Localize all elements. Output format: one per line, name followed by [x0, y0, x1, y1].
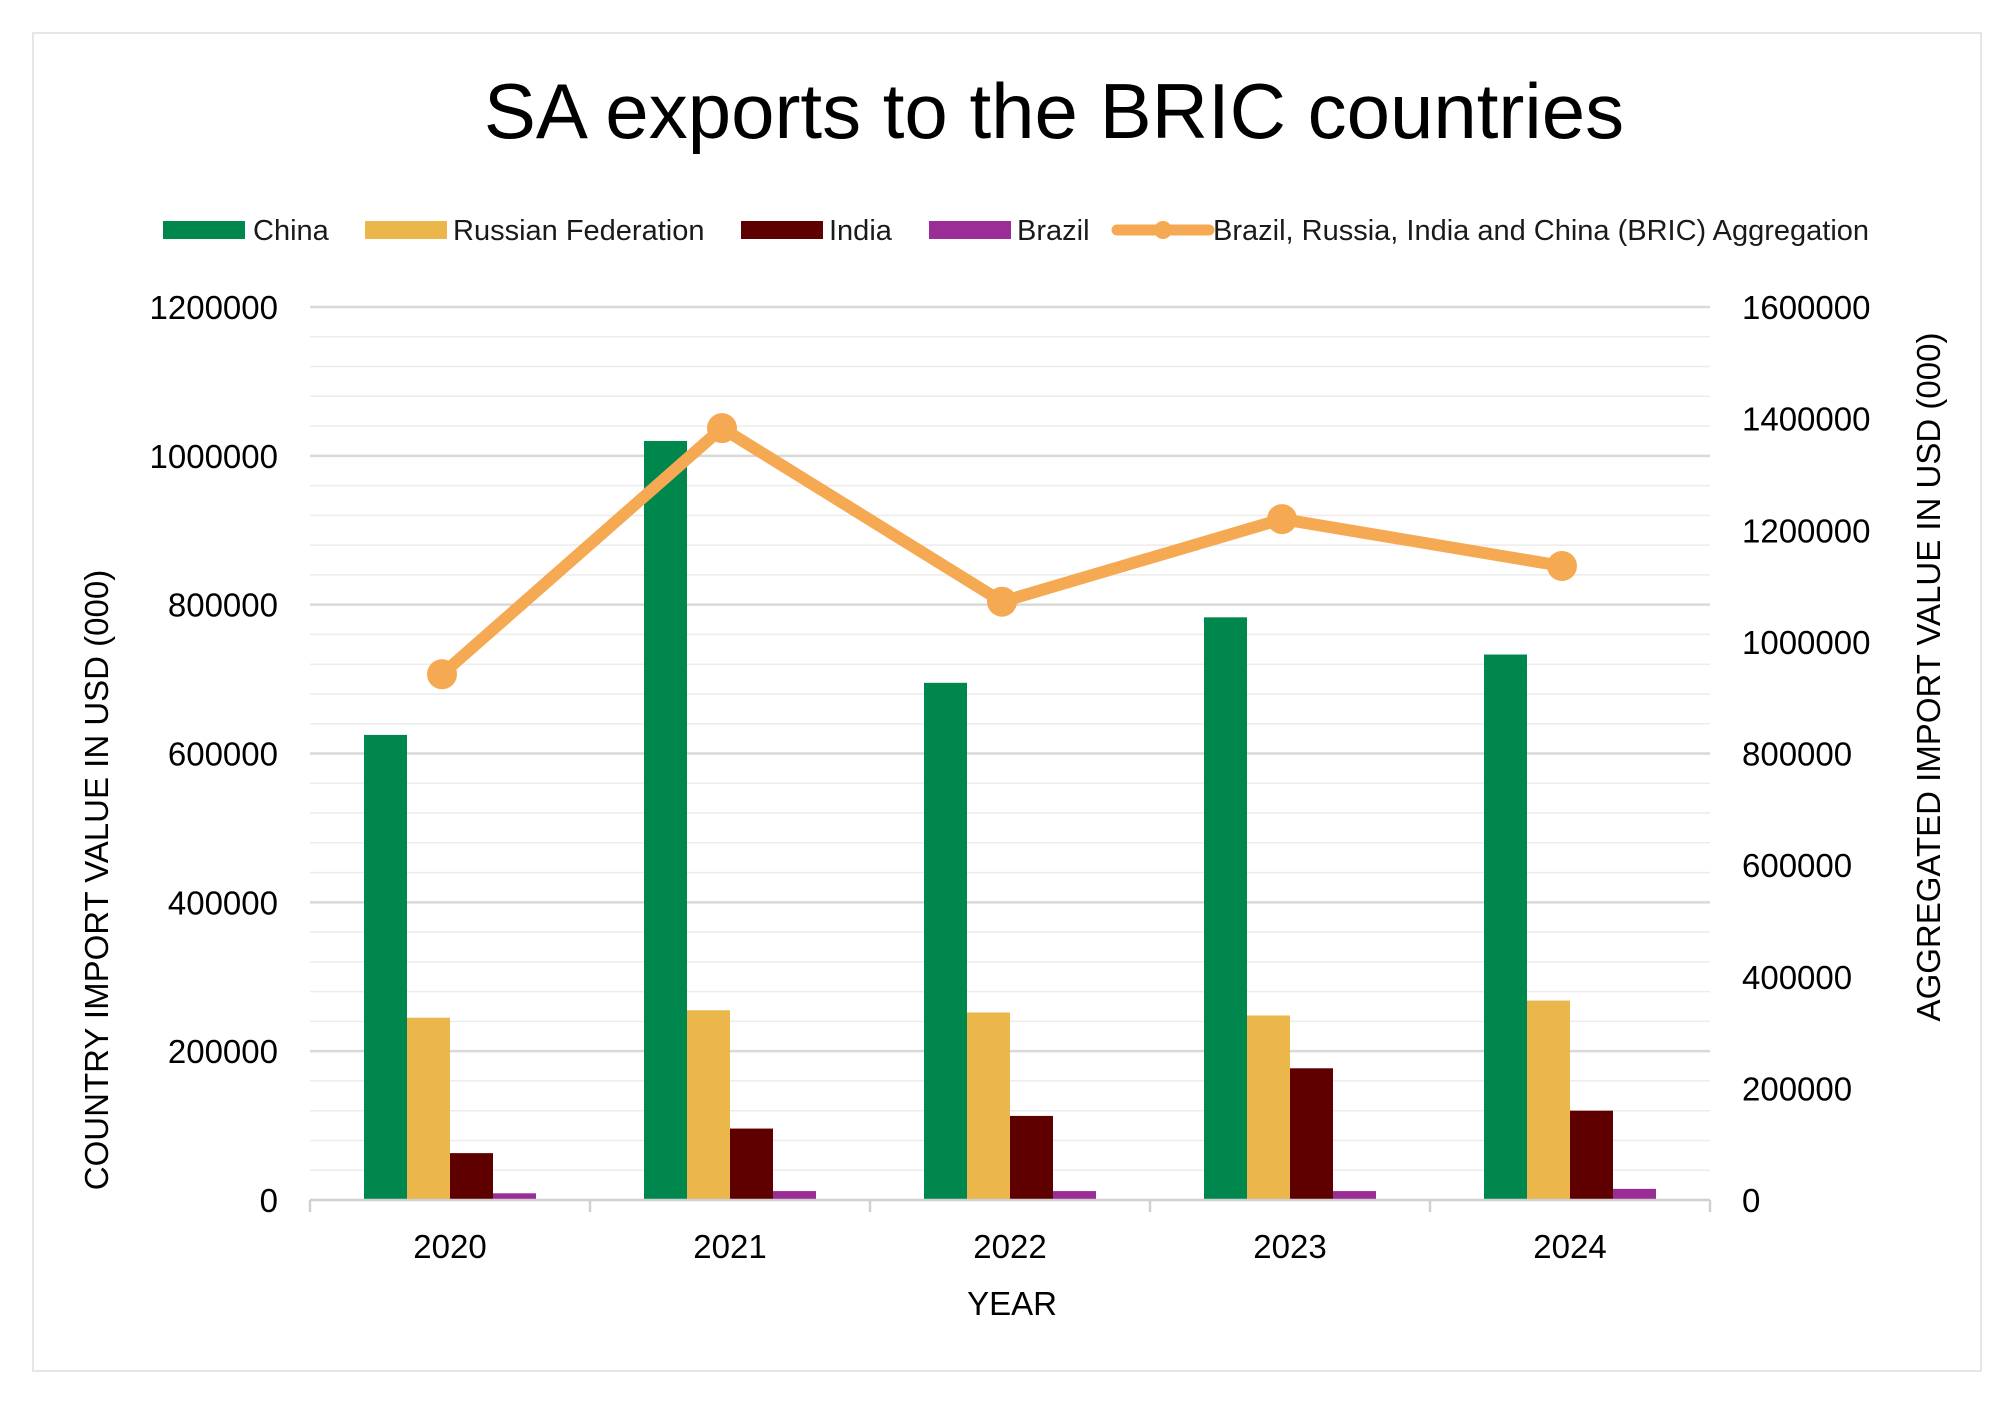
aggregation-point — [707, 413, 737, 444]
x-axis-title: YEAR — [967, 1285, 1057, 1322]
legend-swatch — [929, 221, 1011, 239]
aggregation-point — [987, 586, 1017, 617]
aggregation-point — [427, 659, 457, 690]
y-tick-label: 600000 — [168, 736, 278, 773]
gridlines — [310, 305, 1710, 1171]
x-tick-label: 2020 — [413, 1228, 486, 1265]
bar-brazil — [1333, 1191, 1376, 1200]
x-tick-label: 2021 — [693, 1228, 766, 1265]
y-tick-label: 200000 — [168, 1033, 278, 1070]
y-tick-label: 400000 — [168, 884, 278, 921]
aggregation-line-path — [436, 422, 1568, 681]
legend-swatch — [741, 221, 823, 239]
y-tick-label: 0 — [260, 1182, 278, 1219]
bar-brazil — [1613, 1188, 1656, 1200]
bar-brazil — [493, 1193, 536, 1200]
bar-india — [1290, 1068, 1333, 1200]
aggregation-point — [1267, 504, 1297, 535]
bar-russian-federation — [967, 1012, 1010, 1200]
y2-tick-label: 800000 — [1742, 736, 1852, 773]
bar-china — [364, 734, 407, 1200]
x-tick-label: 2024 — [1533, 1228, 1606, 1265]
y-axis-left: 0 200000 400000 600000 800000 1000000 1200000 — [150, 289, 278, 1219]
bar-china — [644, 440, 687, 1200]
legend-label: Russian Federation — [453, 215, 704, 247]
y2-tick-label: 600000 — [1742, 847, 1852, 884]
legend-label: India — [829, 215, 893, 247]
bar-china — [924, 682, 967, 1200]
y2-tick-label: 400000 — [1742, 959, 1852, 996]
legend-label: Brazil, Russia, India and China (BRIC) A… — [1213, 215, 1869, 247]
x-tick-label: 2023 — [1253, 1228, 1326, 1265]
aggregation-line — [427, 413, 1577, 690]
y-axis-right: 0 200000 400000 600000 800000 1000000 1200000 1… — [1742, 289, 1870, 1219]
legend-label: China — [253, 215, 330, 247]
y-tick-label: 1000000 — [150, 438, 278, 475]
legend-label: Brazil — [1017, 215, 1090, 247]
bar-brazil — [1053, 1191, 1096, 1200]
legend-swatch — [365, 221, 447, 239]
bar-india — [1010, 1115, 1053, 1200]
legend-swatch — [163, 221, 245, 239]
bars — [364, 440, 1656, 1200]
bar-china — [1204, 617, 1247, 1200]
y-axis-right-title: AGGREGATED IMPORT VALUE IN USD (000) — [1910, 333, 1947, 1022]
legend: China Russian Federation India Brazil Brazil… — [163, 215, 1869, 247]
bar-china — [1484, 654, 1527, 1200]
bar-russian-federation — [687, 1010, 730, 1200]
bar-russian-federation — [1247, 1015, 1290, 1200]
aggregation-point — [1547, 550, 1577, 581]
y2-tick-label: 1400000 — [1742, 401, 1870, 438]
y2-tick-label: 1200000 — [1742, 512, 1870, 549]
y-tick-label: 1200000 — [150, 289, 278, 326]
y2-tick-label: 1000000 — [1742, 624, 1870, 661]
bar-india — [730, 1128, 773, 1200]
bar-brazil — [773, 1191, 816, 1200]
x-tick-label: 2022 — [973, 1228, 1046, 1265]
x-axis: 2020 2021 2022 2023 2024 — [308, 1198, 1712, 1265]
y2-tick-label: 0 — [1742, 1182, 1760, 1219]
y-axis-left-title: COUNTRY IMPORT VALUE IN USD (000) — [78, 570, 115, 1190]
bar-india — [450, 1153, 493, 1200]
chart-title: SA exports to the BRIC countries — [484, 67, 1624, 155]
legend-marker-aggregation — [1154, 221, 1172, 239]
y-tick-label: 800000 — [168, 587, 278, 624]
bar-india — [1570, 1110, 1613, 1200]
y2-tick-label: 1600000 — [1742, 289, 1870, 326]
y2-tick-label: 200000 — [1742, 1070, 1852, 1107]
bar-russian-federation — [1527, 1000, 1570, 1200]
bar-russian-federation — [407, 1017, 450, 1200]
